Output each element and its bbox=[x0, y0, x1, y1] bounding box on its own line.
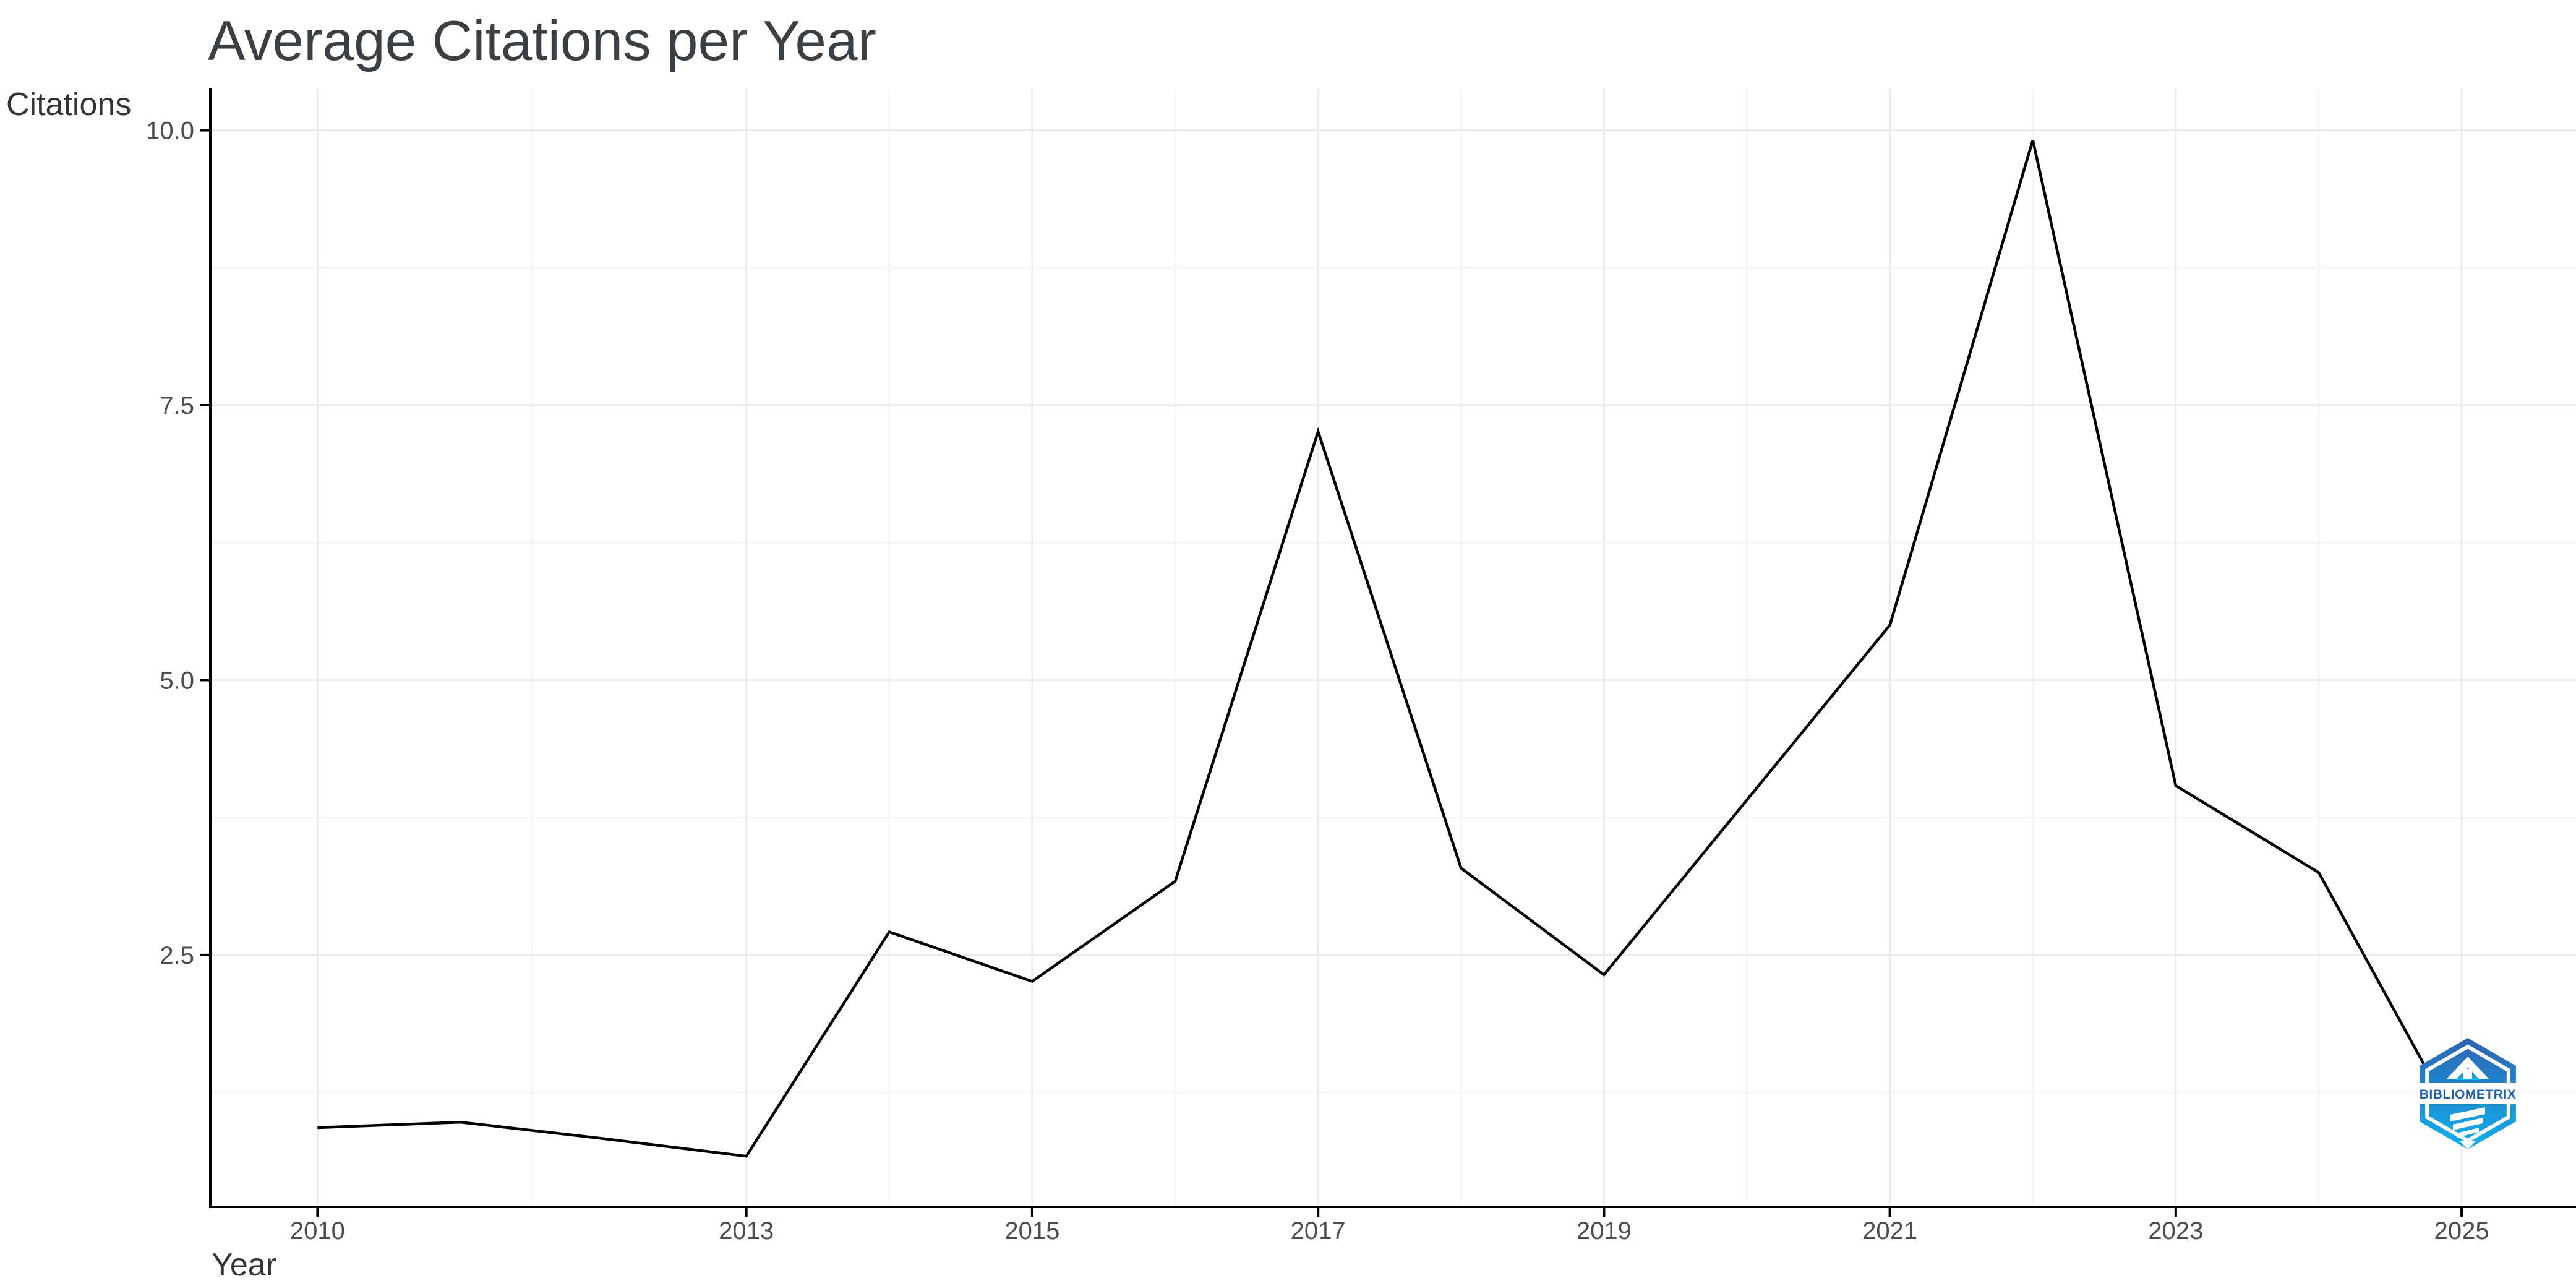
citations-data-line bbox=[317, 139, 2463, 1158]
y-tick-label: 5.0 bbox=[160, 667, 194, 694]
x-tick-label: 2023 bbox=[2148, 1217, 2203, 1245]
logo-stripe bbox=[2450, 1107, 2485, 1121]
axis-ticks bbox=[200, 129, 2463, 1217]
x-tick-label: 2017 bbox=[1291, 1217, 1346, 1245]
data-line-layer bbox=[317, 139, 2463, 1158]
gridlines-minor bbox=[210, 88, 2576, 1207]
axes bbox=[209, 88, 2576, 1208]
bibliometrix-logo: BIBLIOMETRIX bbox=[2419, 1038, 2517, 1149]
x-tick-label: 2010 bbox=[290, 1217, 345, 1245]
axis-tick-labels: 2010 2013 2015 2017 2019 2021 2023 2025 2.5 5.0 7.… bbox=[146, 118, 2489, 1245]
y-tick-label: 7.5 bbox=[160, 392, 194, 419]
x-tick-label: 2021 bbox=[1862, 1217, 1917, 1245]
x-axis-title: Year bbox=[212, 1247, 276, 1283]
chart-title: Average Citations per Year bbox=[208, 10, 876, 72]
gridlines-major bbox=[210, 88, 2576, 1207]
bibliometrix-logo-text: BIBLIOMETRIX bbox=[2420, 1087, 2517, 1102]
logo-stripe bbox=[2453, 1118, 2483, 1130]
logo-lantern bbox=[2463, 1069, 2472, 1079]
y-tick-label: 2.5 bbox=[160, 942, 194, 969]
logo-band bbox=[2419, 1083, 2517, 1104]
x-tick-label: 2025 bbox=[2434, 1217, 2489, 1245]
x-tick-label: 2015 bbox=[1004, 1217, 1059, 1245]
logo-base-tip bbox=[2459, 1141, 2476, 1149]
y-axis-title: Citations bbox=[6, 87, 131, 122]
x-tick-label: 2019 bbox=[1577, 1217, 1632, 1245]
x-tick-label: 2013 bbox=[719, 1217, 774, 1245]
y-tick-label: 10.0 bbox=[146, 118, 194, 145]
logo-stripe bbox=[2457, 1128, 2479, 1138]
